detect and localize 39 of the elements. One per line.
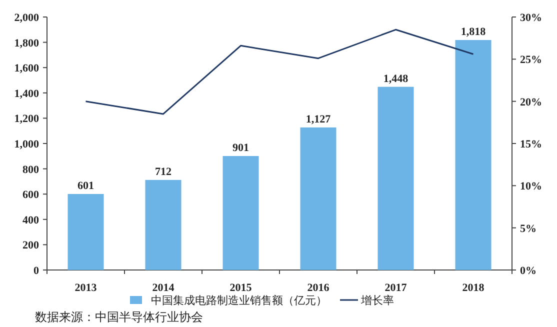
data-label: 601: [78, 180, 94, 192]
bar: [300, 127, 336, 270]
y2-tick-label: 10%: [520, 180, 542, 193]
bar: [68, 194, 104, 270]
data-label: 712: [155, 166, 172, 178]
data-label: 901: [232, 142, 249, 154]
y2-tick-label: 30%: [520, 12, 542, 24]
source-note: 数据来源：中国半导体行业协会: [35, 310, 203, 324]
y-tick-label: 1,400: [14, 88, 40, 100]
data-label: 1,818: [460, 26, 486, 38]
y-tick-label: 200: [22, 240, 40, 252]
y-tick-label: 800: [22, 164, 40, 176]
y2-tick-label: 0%: [520, 265, 536, 277]
y-tick-label: 1,000: [14, 138, 40, 150]
bar: [222, 156, 259, 270]
x-tick-label: 2018: [462, 282, 485, 294]
y-tick-label: 2,000: [14, 12, 40, 24]
y-tick-label: 1,800: [14, 37, 40, 50]
y-tick-label: 600: [22, 189, 40, 202]
x-tick-label: 2013: [74, 282, 98, 294]
data-label: 1,127: [306, 113, 332, 126]
bar: [455, 40, 492, 270]
y-tick-label: 1,600: [14, 62, 40, 75]
legend-label: 增长率: [360, 294, 394, 307]
y2-tick-label: 20%: [520, 96, 542, 108]
y-tick-label: 1,200: [14, 113, 40, 126]
x-tick-label: 2014: [152, 282, 175, 294]
legend-label: 中国集成电路制造业销售额（亿元）: [151, 294, 327, 307]
y2-tick-label: 25%: [520, 54, 542, 66]
y2-tick-label: 15%: [520, 138, 542, 150]
y-tick-label: 400: [22, 214, 40, 226]
bar: [378, 86, 414, 270]
x-tick-label: 2015: [230, 282, 252, 294]
bar: [145, 180, 182, 270]
data-label: 1,448: [383, 72, 409, 85]
y-tick-label: 0: [34, 265, 40, 277]
x-tick-label: 2017: [384, 282, 408, 294]
x-tick-label: 2016: [307, 282, 330, 294]
y2-tick-label: 5%: [520, 222, 536, 235]
